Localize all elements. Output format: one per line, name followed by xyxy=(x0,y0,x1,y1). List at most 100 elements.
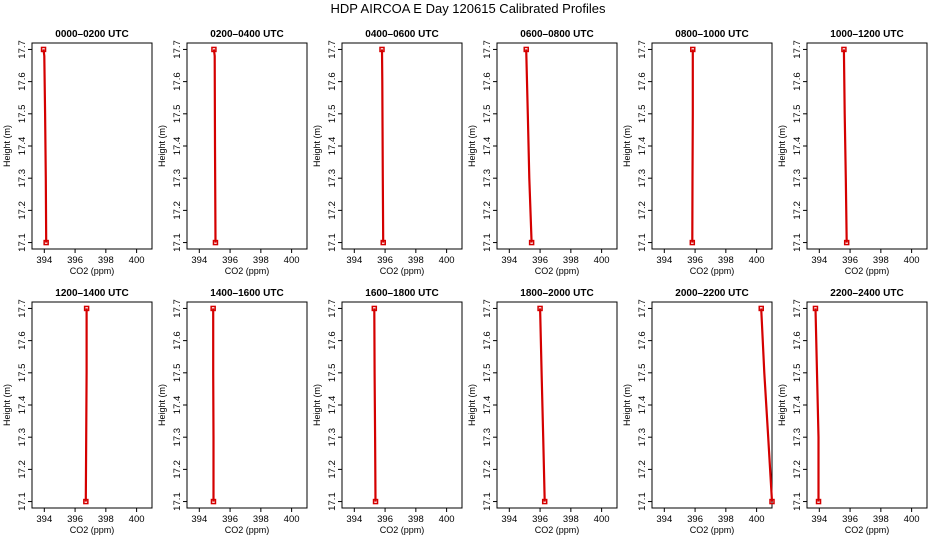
y-tick-label: 17.7 xyxy=(792,299,803,318)
profile-endpoint-marker xyxy=(758,305,764,312)
y-tick-label: 17.5 xyxy=(482,105,493,124)
chart-title: 0800–1000 UTC xyxy=(675,29,748,40)
profile-chart: 1000–1200 UTC 394 396 398 400 17.1 17.2 17.3 17.… xyxy=(777,29,928,276)
y-tick-label: 17.5 xyxy=(792,364,803,383)
profile-line xyxy=(539,308,546,502)
profile-endpoint-marker xyxy=(523,46,529,53)
y-axis-label: Height (m) xyxy=(157,384,167,426)
y-axis-label: Height (m) xyxy=(312,384,322,426)
profile-endpoint-marker xyxy=(379,46,385,53)
x-tick-label: 400 xyxy=(439,514,455,525)
y-tick-label: 17.3 xyxy=(327,169,338,188)
y-tick-label: 17.7 xyxy=(327,299,338,318)
x-tick-label: 400 xyxy=(129,514,145,525)
y-tick-label: 17.7 xyxy=(17,40,28,59)
x-tick-label: 398 xyxy=(408,255,424,266)
plot-frame xyxy=(186,301,308,509)
y-tick-label: 17.6 xyxy=(172,72,183,91)
x-axis-label: CO2 (ppm) xyxy=(690,525,735,535)
y-tick-label: 17.2 xyxy=(482,460,493,479)
y-tick-label: 17.2 xyxy=(172,460,183,479)
plot-frame xyxy=(806,42,928,250)
x-tick-label: 396 xyxy=(687,514,703,525)
x-tick-label: 394 xyxy=(501,514,517,525)
plot-frame xyxy=(31,301,153,509)
y-tick-label: 17.1 xyxy=(327,233,338,252)
y-tick-label: 17.3 xyxy=(792,169,803,188)
profile-endpoint-marker xyxy=(843,239,850,246)
x-tick-label: 394 xyxy=(346,514,362,525)
profile-chart: 0800–1000 UTC 394 396 398 400 17.1 17.2 17.3 17.… xyxy=(622,29,773,276)
y-tick-label: 17.3 xyxy=(17,428,28,447)
y-tick-label: 17.3 xyxy=(482,428,493,447)
x-axis-label: CO2 (ppm) xyxy=(535,266,580,276)
x-tick-label: 400 xyxy=(284,255,300,266)
profile-line xyxy=(373,308,377,502)
x-tick-label: 400 xyxy=(594,514,610,525)
y-tick-label: 17.3 xyxy=(792,428,803,447)
y-tick-label: 17.4 xyxy=(792,396,803,415)
y-tick-label: 17.6 xyxy=(17,331,28,350)
chart-title: 1000–1200 UTC xyxy=(830,29,903,40)
y-tick-label: 17.3 xyxy=(482,169,493,188)
profile-endpoint-marker xyxy=(769,498,775,505)
y-tick-label: 17.6 xyxy=(637,331,648,350)
plot-frame xyxy=(341,42,463,250)
y-tick-label: 17.1 xyxy=(482,233,493,252)
x-axis-label: CO2 (ppm) xyxy=(380,266,425,276)
y-tick-label: 17.4 xyxy=(792,137,803,156)
y-tick-label: 17.1 xyxy=(637,492,648,511)
x-tick-label: 400 xyxy=(284,514,300,525)
profile-endpoint-marker xyxy=(83,498,89,505)
y-tick-label: 17.2 xyxy=(327,201,338,220)
plot-frame xyxy=(186,42,308,250)
profile-chart: 1400–1600 UTC 394 396 398 400 17.1 17.2 17.3 17.… xyxy=(157,288,308,535)
chart-title: 0000–0200 UTC xyxy=(55,29,128,40)
profile-chart: 0400–0600 UTC 394 396 398 400 17.1 17.2 17.3 17.… xyxy=(312,29,463,276)
y-tick-label: 17.7 xyxy=(327,40,338,59)
x-tick-label: 398 xyxy=(98,514,114,525)
x-tick-label: 396 xyxy=(842,514,858,525)
chart-title: 1800–2000 UTC xyxy=(520,288,593,299)
x-tick-label: 396 xyxy=(532,255,548,266)
y-tick-label: 17.4 xyxy=(172,137,183,156)
y-tick-label: 17.4 xyxy=(17,396,28,415)
y-tick-label: 17.3 xyxy=(327,428,338,447)
y-tick-label: 17.1 xyxy=(17,492,28,511)
profile-endpoint-marker xyxy=(380,239,386,246)
profile-endpoint-marker xyxy=(210,305,216,312)
profile-endpoint-marker xyxy=(537,305,543,312)
profile-line xyxy=(842,49,848,243)
y-tick-label: 17.1 xyxy=(637,233,648,252)
x-tick-label: 400 xyxy=(904,514,920,525)
y-axis-label: Height (m) xyxy=(157,125,167,167)
y-tick-label: 17.7 xyxy=(482,40,493,59)
y-tick-label: 17.1 xyxy=(792,492,803,511)
y-tick-label: 17.6 xyxy=(327,331,338,350)
profile-line xyxy=(212,49,217,243)
x-tick-label: 394 xyxy=(191,514,207,525)
x-axis-label: CO2 (ppm) xyxy=(535,525,580,535)
x-tick-label: 394 xyxy=(191,255,207,266)
chart-title: 0200–0400 UTC xyxy=(210,29,283,40)
x-tick-label: 394 xyxy=(656,255,672,266)
x-tick-label: 400 xyxy=(129,255,145,266)
y-tick-label: 17.7 xyxy=(482,299,493,318)
x-tick-label: 398 xyxy=(718,514,734,525)
y-tick-label: 17.4 xyxy=(172,396,183,415)
y-tick-label: 17.6 xyxy=(327,72,338,91)
x-tick-label: 398 xyxy=(253,514,269,525)
profile-line xyxy=(814,308,820,502)
x-tick-label: 400 xyxy=(904,255,920,266)
x-axis-label: CO2 (ppm) xyxy=(845,266,890,276)
profile-endpoint-marker xyxy=(212,239,219,246)
y-tick-label: 17.4 xyxy=(637,137,648,156)
y-axis-label: Height (m) xyxy=(2,125,12,167)
plot-frame xyxy=(651,42,773,250)
x-tick-label: 398 xyxy=(873,255,889,266)
x-tick-label: 398 xyxy=(563,514,579,525)
y-tick-label: 17.2 xyxy=(17,460,28,479)
chart-title: 2000–2200 UTC xyxy=(675,288,748,299)
x-tick-label: 396 xyxy=(377,514,393,525)
profile-endpoint-marker xyxy=(40,46,47,53)
